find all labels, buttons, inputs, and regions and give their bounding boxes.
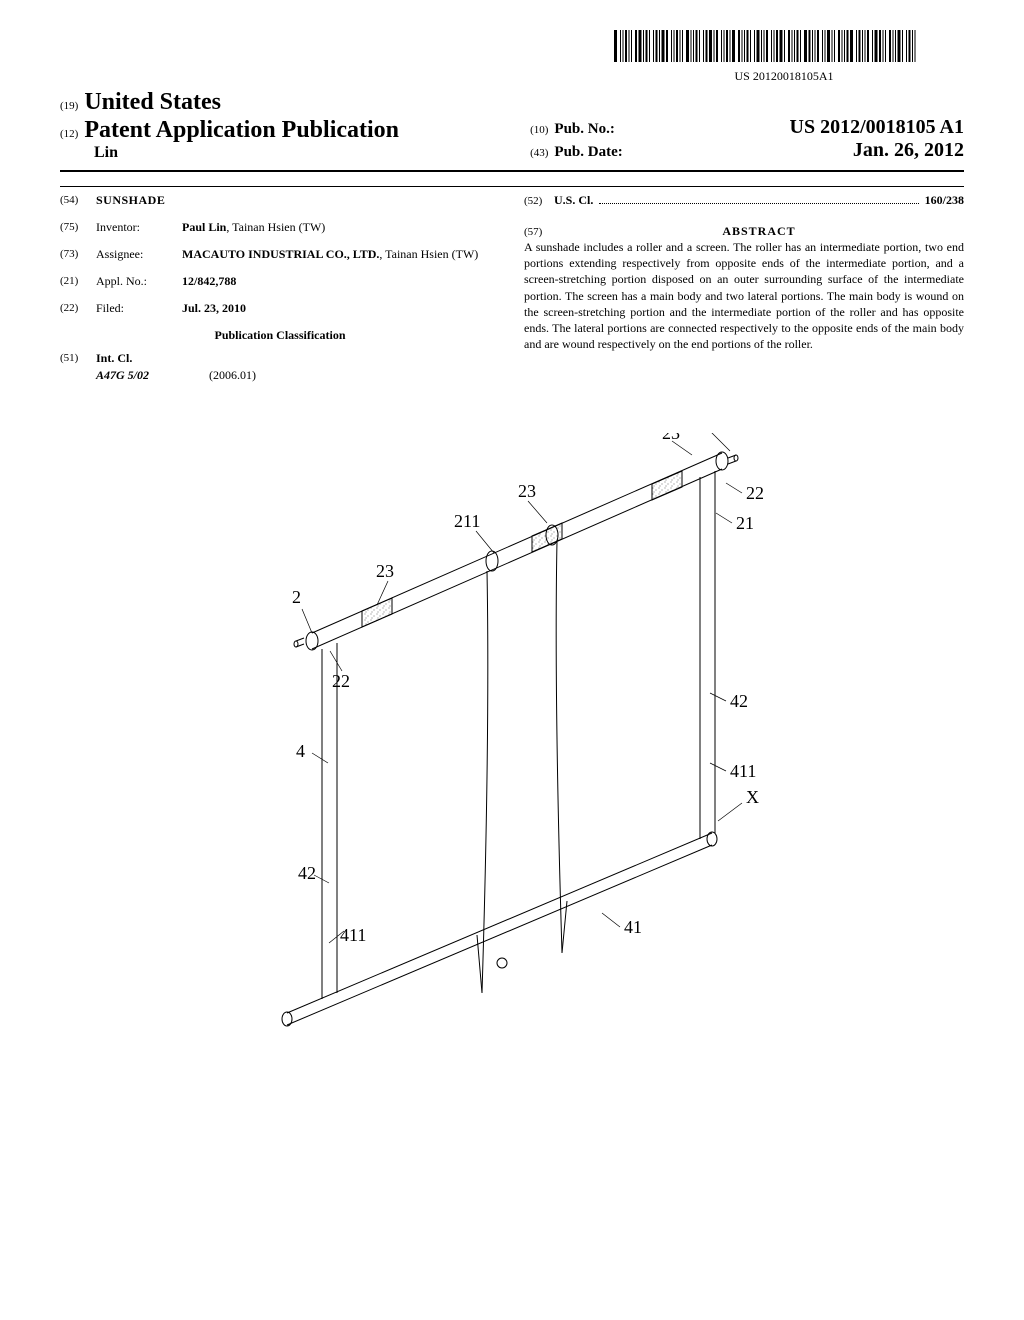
- assignee-name: MACAUTO INDUSTRIAL CO., LTD.: [182, 247, 379, 261]
- fig-label-2: 2: [292, 587, 301, 607]
- abstract-heading: ABSTRACT: [554, 224, 964, 239]
- fig-label-X: X: [746, 787, 759, 807]
- assignee-code: (73): [60, 247, 96, 260]
- filed-value: Jul. 23, 2010: [182, 301, 500, 316]
- fig-label-42a: 42: [730, 691, 748, 711]
- barcode-svg: [614, 30, 954, 62]
- fig-label-413: 413: [732, 433, 759, 435]
- pub-date-value: Jan. 26, 2012: [853, 139, 964, 162]
- title-row: (54) SUNSHADE: [60, 193, 500, 208]
- barcode-region: US 20120018105A1: [60, 30, 964, 85]
- fig-label-23b: 23: [518, 481, 536, 501]
- figure-area: 413 23 22 21 23 211 2 23 22 4 42 411 X 4…: [60, 433, 964, 1073]
- fig-label-23c: 23: [376, 561, 394, 581]
- biblio-columns: (54) SUNSHADE (75) Inventor: Paul Lin, T…: [60, 193, 964, 383]
- intcl-code: (51): [60, 351, 96, 364]
- assignee-rest: , Tainan Hsien (TW): [379, 247, 478, 261]
- title-code: (54): [60, 193, 96, 206]
- fig-label-23a: 23: [662, 433, 680, 443]
- appl-value: 12/842,788: [182, 274, 500, 289]
- filed-row: (22) Filed: Jul. 23, 2010: [60, 301, 500, 316]
- intcl-row: (51) Int. Cl.: [60, 351, 500, 366]
- pub-no-value: US 2012/0018105 A1: [790, 116, 964, 139]
- uscl-label: U.S. Cl.: [554, 193, 593, 208]
- intcl-label: Int. Cl.: [96, 351, 500, 366]
- fig-label-22b: 22: [332, 671, 350, 691]
- abstract-text: A sunshade includes a roller and a scree…: [524, 239, 964, 352]
- assignee-row: (73) Assignee: MACAUTO INDUSTRIAL CO., L…: [60, 247, 500, 262]
- uscl-row: (52) U.S. Cl. 160/238: [524, 193, 964, 208]
- country-name: United States: [84, 89, 221, 116]
- fig-label-22a: 22: [746, 483, 764, 503]
- inventor-row: (75) Inventor: Paul Lin, Tainan Hsien (T…: [60, 220, 500, 235]
- patent-figure: 413 23 22 21 23 211 2 23 22 4 42 411 X 4…: [232, 433, 792, 1073]
- fig-label-411b: 411: [340, 925, 366, 945]
- pub-date-label: Pub. Date:: [554, 144, 622, 161]
- fig-label-42b: 42: [298, 863, 316, 883]
- fig-label-411a: 411: [730, 761, 756, 781]
- fig-label-211: 211: [454, 511, 480, 531]
- filed-label: Filed:: [96, 301, 182, 316]
- classification-heading: Publication Classification: [60, 328, 500, 343]
- appl-row: (21) Appl. No.: 12/842,788: [60, 274, 500, 289]
- pub-type: Patent Application Publication: [84, 117, 399, 144]
- pub-no-code: (10): [530, 124, 548, 136]
- patent-header: (19) United States (12) Patent Applicati…: [60, 89, 964, 162]
- country-code: (19): [60, 100, 78, 112]
- barcode-text: US 20120018105A1: [614, 69, 954, 84]
- fig-label-41: 41: [624, 917, 642, 937]
- inventor-label: Inventor:: [96, 220, 182, 235]
- intcl-value: A47G 5/02: [96, 368, 149, 383]
- pub-no-label: Pub. No.:: [554, 121, 614, 138]
- pub-date-code: (43): [530, 147, 548, 159]
- inventor-rest: , Tainan Hsien (TW): [226, 220, 325, 234]
- uscl-value: 160/238: [925, 193, 964, 208]
- patent-title: SUNSHADE: [96, 193, 500, 208]
- abstract-code: (57): [524, 226, 554, 238]
- inventor-code: (75): [60, 220, 96, 233]
- uscl-code: (52): [524, 195, 554, 207]
- header-rule: [60, 170, 964, 172]
- appl-label: Appl. No.:: [96, 274, 182, 289]
- filed-code: (22): [60, 301, 96, 314]
- assignee-value: MACAUTO INDUSTRIAL CO., LTD., Tainan Hsi…: [182, 247, 500, 262]
- inventor-value: Paul Lin, Tainan Hsien (TW): [182, 220, 500, 235]
- intcl-year: (2006.01): [209, 368, 256, 383]
- header-inventor: Lin: [94, 144, 512, 162]
- pub-type-code: (12): [60, 128, 78, 140]
- left-column: (54) SUNSHADE (75) Inventor: Paul Lin, T…: [60, 193, 500, 383]
- uscl-dots: [599, 203, 918, 204]
- intcl-value-row: A47G 5/02 (2006.01): [60, 368, 500, 383]
- right-column: (52) U.S. Cl. 160/238 (57) ABSTRACT A su…: [524, 193, 964, 383]
- barcode: US 20120018105A1: [614, 30, 954, 84]
- assignee-label: Assignee:: [96, 247, 182, 262]
- appl-code: (21): [60, 274, 96, 287]
- fig-label-4: 4: [296, 741, 305, 761]
- inventor-name: Paul Lin: [182, 220, 226, 234]
- fig-label-21: 21: [736, 513, 754, 533]
- header-rule-thin: [60, 186, 964, 187]
